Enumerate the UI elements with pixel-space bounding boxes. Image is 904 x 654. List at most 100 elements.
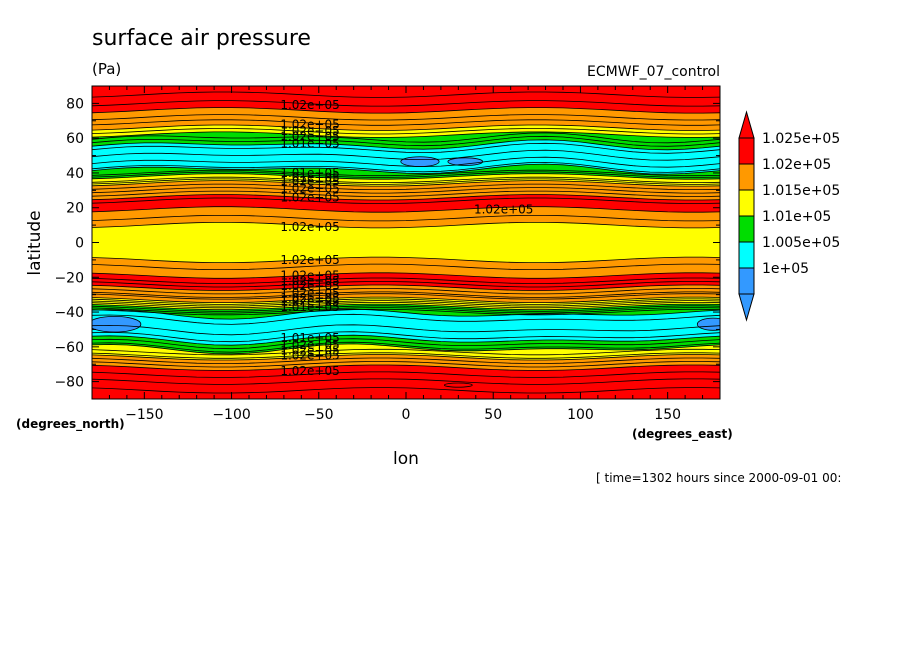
colorbar-arrow-top <box>738 110 755 139</box>
contour-line-54 <box>92 343 720 355</box>
colorbar-label-4: 1.005e+05 <box>762 235 840 251</box>
band-17 <box>92 335 720 354</box>
contour-line-21 <box>92 180 720 187</box>
contour-line-7 <box>92 131 720 138</box>
contour-line-44 <box>92 305 720 312</box>
contour-label-0: 1.02e+05 <box>280 98 339 112</box>
contour-line-30 <box>92 256 720 263</box>
contour-line-10 <box>92 139 720 151</box>
contour-line-32 <box>92 272 720 279</box>
y-tick-label: 20 <box>66 201 84 217</box>
contour-label-21: 1.02e+05 <box>280 338 339 352</box>
plot-area <box>92 86 720 399</box>
contour-line-31 <box>92 263 720 270</box>
contour-label-24: 1.02e+05 <box>280 364 339 378</box>
time-label: [ time=1302 hours since 2000-09-01 00: <box>596 471 841 485</box>
contour-line-61 <box>92 371 720 378</box>
contour-line-50 <box>92 331 720 343</box>
contour-line-38 <box>92 293 720 300</box>
colorbar-swatch-5 <box>738 267 755 295</box>
band-1 <box>92 107 720 131</box>
contour-line-5 <box>92 124 720 131</box>
contour-label-12: 1.02e+05 <box>280 253 339 267</box>
band-10 <box>92 222 720 263</box>
contour-line-18 <box>92 173 720 180</box>
contour-line-17 <box>92 171 720 178</box>
contour-label-10: 1.02e+05 <box>474 202 533 216</box>
contour-line-11 <box>92 142 720 154</box>
contour-label-3: 1.02e+05 <box>280 129 339 143</box>
contour-label-8: 1.02e+05 <box>280 182 339 196</box>
contour-line-58 <box>92 357 720 364</box>
chart-title: surface air pressure <box>92 26 311 51</box>
contour-label-6: 1.01e+05 <box>280 170 339 184</box>
contour-line-62 <box>92 378 720 385</box>
contour-line-14 <box>92 161 720 173</box>
contour-line-37 <box>92 291 720 298</box>
band-3 <box>92 131 720 150</box>
y-tick-label: 0 <box>75 236 84 252</box>
contour-label-1: 1.02e+05 <box>280 117 339 131</box>
x-tick-label: 0 <box>402 407 411 423</box>
band-0 <box>92 86 720 114</box>
contour-label-20: 1.01e+05 <box>280 331 339 345</box>
x-ticks: −150 −100 −50 0 50 100 150 <box>91 86 721 423</box>
contour-line-2 <box>92 107 720 114</box>
x-tick-label: −150 <box>125 407 163 423</box>
contour-line-40 <box>92 298 720 305</box>
x-axis-label: lon <box>393 449 419 469</box>
colorbar-label-0: 1.025e+05 <box>762 131 840 147</box>
contour-line-42 <box>92 302 720 309</box>
y-ticks: 80 60 40 20 0 −20 −40 −60 −80 <box>54 85 720 400</box>
contour-line-3 <box>92 114 720 121</box>
contour-line-36 <box>92 288 720 295</box>
y-tick-label: −40 <box>54 305 84 321</box>
band-14 <box>92 297 720 310</box>
contour-label-9: 1.02e+05 <box>280 190 339 204</box>
contour-line-0 <box>92 91 720 98</box>
contour-line-49 <box>92 324 720 336</box>
x-tick-label: −100 <box>212 407 250 423</box>
contour-label-19: 1.01e+05 <box>280 300 339 314</box>
contour-line-13 <box>92 156 720 168</box>
model-name: ECMWF_07_control <box>587 64 720 80</box>
y-tick-label: −80 <box>54 375 84 391</box>
y-tick-label: −20 <box>54 270 84 286</box>
contour-line-16 <box>92 169 720 177</box>
contour-labels: 1.02e+051.02e+051.02e+051.02e+051.01e+05… <box>280 98 533 378</box>
contour-line-47 <box>92 308 720 320</box>
y-axis-label: latitude <box>25 210 45 275</box>
contour-line-24 <box>92 190 720 197</box>
colorbar-swatch-4 <box>738 241 755 269</box>
contour-line-43 <box>92 303 720 310</box>
contour-label-23: 1.02e+05 <box>280 349 339 363</box>
contour-line-4 <box>92 119 720 126</box>
contour-label-16: 1.02e+05 <box>280 286 339 300</box>
contour-line-6 <box>92 128 720 135</box>
pressure-low-2 <box>92 316 142 333</box>
colorbar-swatch-1 <box>738 163 755 191</box>
contour-line-9 <box>92 135 720 147</box>
contour-line-8 <box>92 132 720 144</box>
contour-line-1 <box>92 100 720 107</box>
contour-line-48 <box>92 313 720 325</box>
pressure-low-0 <box>400 156 440 167</box>
y-unit-label: (degrees_north) <box>16 417 125 432</box>
y-tick-label: 40 <box>66 166 84 182</box>
contour-line-22 <box>92 183 720 190</box>
x-tick-label: 150 <box>654 407 681 423</box>
colorbar: 1.025e+05 1.02e+05 1.015e+05 1.01e+05 1.005e… <box>738 110 840 322</box>
contour-label-2: 1.02e+05 <box>280 124 339 138</box>
colorbar-swatch-3 <box>738 215 755 243</box>
band-16 <box>92 309 720 346</box>
contour-label-11: 1.02e+05 <box>280 220 339 234</box>
contour-line-56 <box>92 352 720 359</box>
contour-line-12 <box>92 149 720 161</box>
contour-label-17: 1.02e+05 <box>280 291 339 305</box>
x-tick-label: −50 <box>304 407 334 423</box>
contour-line-27 <box>92 206 720 213</box>
contour-line-23 <box>92 187 720 194</box>
contour-label-18: 1.02e+05 <box>280 295 339 309</box>
x-tick-label: 100 <box>567 407 594 423</box>
